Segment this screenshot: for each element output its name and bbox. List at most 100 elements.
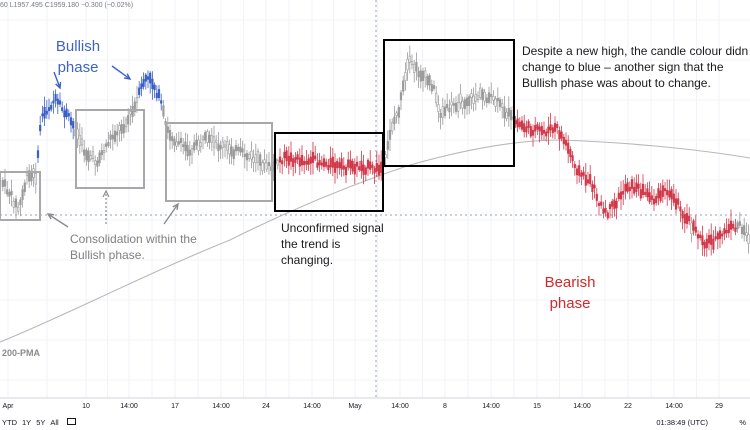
candle-body bbox=[305, 160, 308, 165]
candle-body bbox=[492, 96, 495, 101]
candle-body bbox=[454, 102, 458, 112]
candle-body bbox=[355, 161, 359, 167]
x-tick-label: 14:00 bbox=[665, 403, 683, 410]
candle-body bbox=[457, 102, 460, 112]
candle-body bbox=[25, 172, 29, 177]
candle-body bbox=[417, 71, 420, 78]
candle-body bbox=[729, 220, 733, 230]
candle-body bbox=[569, 149, 572, 158]
candle-body bbox=[582, 171, 585, 176]
candle-body bbox=[166, 126, 169, 133]
candle-body bbox=[448, 107, 451, 113]
candle-body bbox=[472, 95, 475, 104]
candle-body bbox=[366, 159, 370, 169]
candle-body bbox=[586, 179, 590, 184]
candle-body bbox=[28, 170, 31, 182]
candle-body bbox=[168, 129, 172, 141]
candle-body bbox=[349, 159, 352, 169]
candle-body bbox=[617, 192, 620, 199]
candle-body bbox=[650, 195, 653, 200]
candle-body bbox=[8, 191, 11, 197]
candle-body bbox=[718, 230, 722, 240]
candle-body bbox=[230, 146, 233, 157]
bullish-phase-label: Bullish phase bbox=[48, 36, 108, 78]
candle-body bbox=[641, 183, 645, 195]
candle-body bbox=[52, 100, 55, 104]
candle-body bbox=[19, 199, 22, 206]
candle-body bbox=[252, 156, 255, 163]
candle-body bbox=[109, 134, 112, 140]
candle-body bbox=[696, 234, 700, 239]
range-5y[interactable]: 5Y bbox=[36, 418, 46, 427]
candle-body bbox=[459, 93, 462, 104]
candle-body bbox=[699, 234, 702, 239]
bearish-line-2: phase bbox=[549, 295, 591, 312]
candle-body bbox=[494, 98, 497, 107]
candle-body bbox=[347, 159, 350, 168]
candle-body bbox=[637, 183, 640, 189]
range-1y[interactable]: 1Y bbox=[22, 418, 32, 427]
candle-body bbox=[206, 131, 209, 143]
candle-body bbox=[549, 124, 552, 131]
candle-body bbox=[256, 151, 260, 163]
candle-body bbox=[267, 162, 271, 167]
x-tick-label: 14:00 bbox=[212, 403, 230, 410]
bullish-arrow-right bbox=[111, 65, 131, 80]
candle-body bbox=[661, 185, 664, 197]
candle-body bbox=[633, 186, 636, 194]
candle-body bbox=[474, 93, 477, 102]
candle-body bbox=[531, 130, 535, 136]
candle-body bbox=[600, 201, 603, 206]
range-all[interactable]: All bbox=[50, 418, 59, 427]
clock-readout[interactable]: 01:38:49 (UTC) bbox=[656, 418, 708, 427]
candle-body bbox=[17, 206, 20, 212]
candle-body bbox=[283, 151, 286, 159]
candle-body bbox=[501, 103, 504, 108]
candle-body bbox=[551, 127, 554, 134]
candle-body bbox=[446, 103, 449, 109]
candle-body bbox=[276, 160, 279, 166]
candle-body bbox=[65, 108, 68, 118]
candle-body bbox=[487, 92, 491, 103]
candle-body bbox=[322, 158, 326, 168]
candle-body bbox=[138, 87, 141, 95]
candle-body bbox=[468, 96, 471, 107]
candle-body bbox=[265, 162, 268, 170]
candle-body bbox=[725, 229, 728, 234]
moving-average-line bbox=[0, 139, 750, 343]
candle-body bbox=[439, 113, 442, 118]
candle-body bbox=[85, 149, 88, 161]
candle-body bbox=[604, 207, 607, 213]
candle-body bbox=[527, 121, 530, 128]
candle-body bbox=[470, 93, 473, 98]
candle-body bbox=[289, 152, 293, 162]
candle-body bbox=[215, 139, 218, 143]
candle-body bbox=[263, 159, 266, 164]
candle-body bbox=[175, 141, 178, 147]
bearish-phase-label: Bearish phase bbox=[540, 272, 600, 314]
candle-body bbox=[140, 83, 143, 89]
candle-body bbox=[740, 226, 744, 235]
pma-label: 200-PMA bbox=[2, 348, 41, 358]
percent-toggle[interactable]: % bbox=[739, 418, 746, 427]
candle-body bbox=[694, 226, 697, 233]
calendar-icon[interactable] bbox=[66, 418, 76, 425]
candle-body bbox=[558, 130, 561, 140]
candle-body bbox=[567, 142, 570, 154]
candle-body bbox=[443, 106, 447, 117]
candle-body bbox=[107, 142, 110, 146]
candle-body bbox=[639, 189, 642, 199]
candle-body bbox=[320, 162, 323, 166]
candle-body bbox=[91, 151, 95, 159]
range-ytd[interactable]: YTD bbox=[2, 418, 17, 427]
candle-body bbox=[23, 182, 26, 192]
candle-body bbox=[144, 74, 147, 82]
candle-body bbox=[296, 154, 299, 160]
candle-body bbox=[250, 150, 253, 160]
candle-body bbox=[78, 134, 81, 146]
candle-body bbox=[14, 198, 18, 208]
new-high-box bbox=[383, 39, 515, 167]
candle-body bbox=[734, 227, 737, 232]
candle-body bbox=[243, 153, 246, 158]
candle-body bbox=[157, 89, 161, 99]
